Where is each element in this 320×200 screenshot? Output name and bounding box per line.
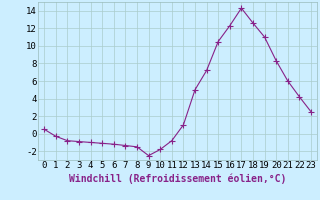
X-axis label: Windchill (Refroidissement éolien,°C): Windchill (Refroidissement éolien,°C) <box>69 173 286 184</box>
